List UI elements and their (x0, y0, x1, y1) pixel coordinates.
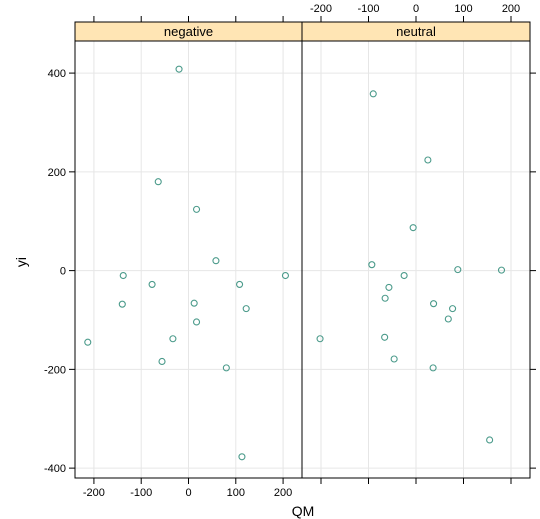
x-tick-label: 200 (274, 487, 292, 499)
grid-lines (75, 41, 530, 478)
data-point (486, 436, 494, 444)
data-point (429, 364, 437, 372)
data-point (242, 305, 250, 313)
data-point (158, 357, 166, 366)
data-point (119, 271, 127, 280)
x-tick-label: 0 (413, 3, 419, 15)
data-point (192, 205, 201, 213)
data-point (449, 305, 457, 313)
axis-ticks: -200 -100 0 100 200 -200 -100 0 100 200 -400 -200 0 2… (44, 3, 536, 499)
x-tick-label: -100 (357, 3, 379, 15)
data-point (175, 65, 183, 73)
data-point (238, 453, 246, 461)
data-point (381, 333, 389, 341)
y-tick-label: 0 (60, 266, 66, 278)
data-point (454, 266, 462, 274)
x-axis-title: QM (292, 503, 315, 519)
y-tick-label: 400 (48, 68, 66, 80)
data-point (212, 257, 220, 265)
x-tick-label: -200 (83, 487, 105, 499)
data-point (400, 271, 408, 280)
x-tick-label: 200 (502, 3, 520, 15)
y-tick-label: -400 (44, 463, 66, 475)
panel-strip-label: neutral (396, 24, 436, 39)
data-point (84, 338, 92, 346)
data-point (316, 335, 324, 343)
data-point (381, 294, 389, 302)
data-point (148, 280, 156, 288)
data-points (84, 65, 506, 461)
panel-frames: negative neutral (74, 21, 531, 479)
data-point (281, 271, 289, 280)
data-point (169, 335, 177, 343)
x-tick-label: -100 (130, 487, 152, 499)
data-point (385, 283, 393, 291)
data-point (368, 261, 376, 269)
data-point (390, 355, 398, 363)
y-tick-label: 200 (48, 167, 66, 179)
panel-strip-label: negative (164, 24, 213, 39)
data-point (192, 318, 201, 326)
x-tick-label: 100 (454, 3, 472, 15)
data-point (222, 364, 230, 372)
data-point (154, 178, 162, 186)
data-point (369, 90, 377, 98)
data-point (236, 280, 244, 288)
y-axis-title: yi (13, 257, 29, 267)
data-point (190, 299, 198, 307)
data-point (409, 224, 417, 232)
x-tick-label: 0 (185, 487, 191, 499)
x-tick-label: -200 (310, 3, 332, 15)
data-point (424, 156, 432, 164)
data-point (497, 266, 506, 274)
x-tick-label: 100 (227, 487, 245, 499)
data-point (444, 315, 452, 323)
data-point (430, 300, 438, 308)
data-point (118, 300, 126, 308)
y-tick-label: -200 (44, 364, 66, 376)
